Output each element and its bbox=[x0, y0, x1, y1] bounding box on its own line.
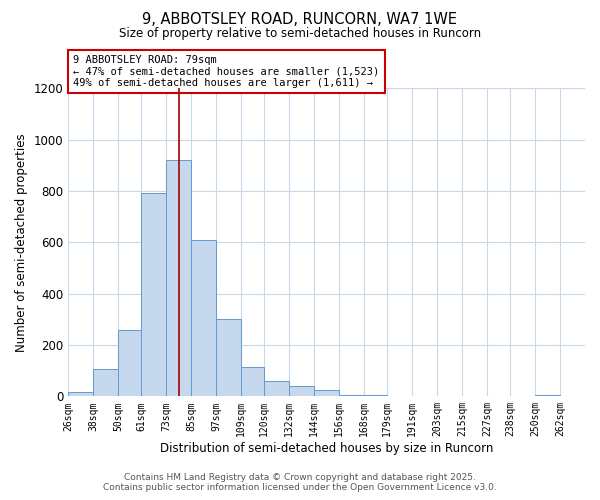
Bar bbox=[241, 367, 264, 396]
Bar bbox=[93, 370, 118, 396]
Text: Contains HM Land Registry data © Crown copyright and database right 2025.
Contai: Contains HM Land Registry data © Crown c… bbox=[103, 473, 497, 492]
Text: Size of property relative to semi-detached houses in Runcorn: Size of property relative to semi-detach… bbox=[119, 28, 481, 40]
Bar bbox=[216, 320, 241, 396]
Text: 9, ABBOTSLEY ROAD, RUNCORN, WA7 1WE: 9, ABBOTSLEY ROAD, RUNCORN, WA7 1WE bbox=[143, 12, 458, 28]
Bar bbox=[141, 194, 166, 396]
Bar bbox=[364, 395, 387, 396]
X-axis label: Distribution of semi-detached houses by size in Runcorn: Distribution of semi-detached houses by … bbox=[160, 442, 493, 455]
Bar bbox=[535, 395, 560, 396]
Text: 9 ABBOTSLEY ROAD: 79sqm
← 47% of semi-detached houses are smaller (1,523)
49% of: 9 ABBOTSLEY ROAD: 79sqm ← 47% of semi-de… bbox=[73, 55, 380, 88]
Bar bbox=[339, 395, 364, 396]
Bar bbox=[314, 390, 339, 396]
Y-axis label: Number of semi-detached properties: Number of semi-detached properties bbox=[15, 133, 28, 352]
Bar bbox=[118, 330, 141, 396]
Bar bbox=[264, 381, 289, 396]
Bar bbox=[191, 240, 216, 396]
Bar bbox=[68, 392, 93, 396]
Bar bbox=[166, 160, 191, 396]
Bar bbox=[289, 386, 314, 396]
